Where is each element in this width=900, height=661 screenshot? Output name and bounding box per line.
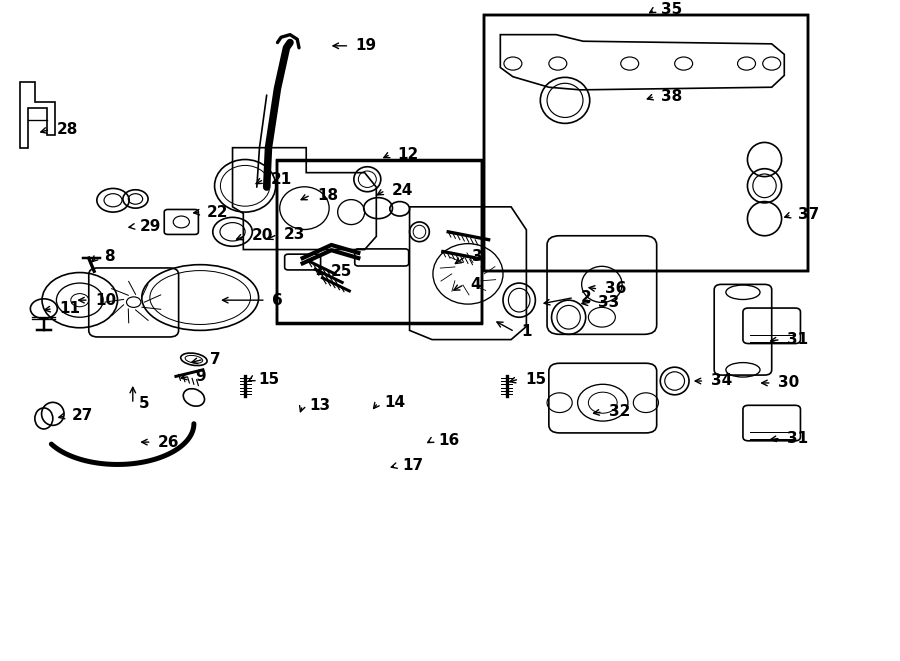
Text: 23: 23 bbox=[284, 227, 305, 242]
Text: 16: 16 bbox=[438, 433, 460, 447]
Text: 11: 11 bbox=[59, 301, 80, 316]
Text: 24: 24 bbox=[392, 183, 413, 198]
Text: 27: 27 bbox=[72, 408, 93, 423]
Text: 15: 15 bbox=[258, 371, 280, 387]
Text: 18: 18 bbox=[317, 188, 338, 202]
Text: 38: 38 bbox=[662, 89, 682, 104]
Text: 35: 35 bbox=[662, 2, 682, 17]
Text: 15: 15 bbox=[526, 371, 546, 387]
Text: 1: 1 bbox=[521, 324, 532, 339]
Text: 4: 4 bbox=[471, 277, 482, 292]
Text: 9: 9 bbox=[195, 369, 206, 384]
Text: 26: 26 bbox=[158, 435, 179, 449]
Text: 32: 32 bbox=[609, 405, 630, 419]
Bar bbox=[484, 15, 807, 271]
Text: 12: 12 bbox=[397, 147, 418, 162]
Text: 37: 37 bbox=[797, 207, 819, 222]
Text: 34: 34 bbox=[711, 373, 732, 389]
Bar bbox=[484, 15, 807, 271]
Text: 28: 28 bbox=[57, 122, 77, 137]
Text: 21: 21 bbox=[270, 172, 292, 187]
Text: 13: 13 bbox=[309, 398, 330, 413]
Text: 30: 30 bbox=[778, 375, 799, 391]
Text: 31: 31 bbox=[787, 332, 808, 347]
Text: 31: 31 bbox=[787, 431, 808, 446]
Text: 7: 7 bbox=[210, 352, 220, 367]
Text: 6: 6 bbox=[272, 293, 283, 307]
Bar bbox=[277, 161, 482, 324]
Text: 22: 22 bbox=[206, 205, 228, 219]
Bar bbox=[277, 159, 482, 323]
Text: 10: 10 bbox=[95, 293, 116, 307]
Text: 25: 25 bbox=[330, 264, 352, 279]
Text: 3: 3 bbox=[472, 249, 483, 264]
Text: 19: 19 bbox=[356, 38, 377, 54]
Text: 2: 2 bbox=[580, 290, 591, 305]
Text: 29: 29 bbox=[140, 219, 161, 234]
Text: 8: 8 bbox=[104, 249, 114, 264]
Text: 20: 20 bbox=[251, 228, 273, 243]
Text: 14: 14 bbox=[384, 395, 406, 410]
Text: 36: 36 bbox=[605, 282, 626, 297]
Text: 17: 17 bbox=[402, 458, 424, 473]
Text: 33: 33 bbox=[598, 295, 619, 309]
Text: 5: 5 bbox=[140, 397, 149, 412]
